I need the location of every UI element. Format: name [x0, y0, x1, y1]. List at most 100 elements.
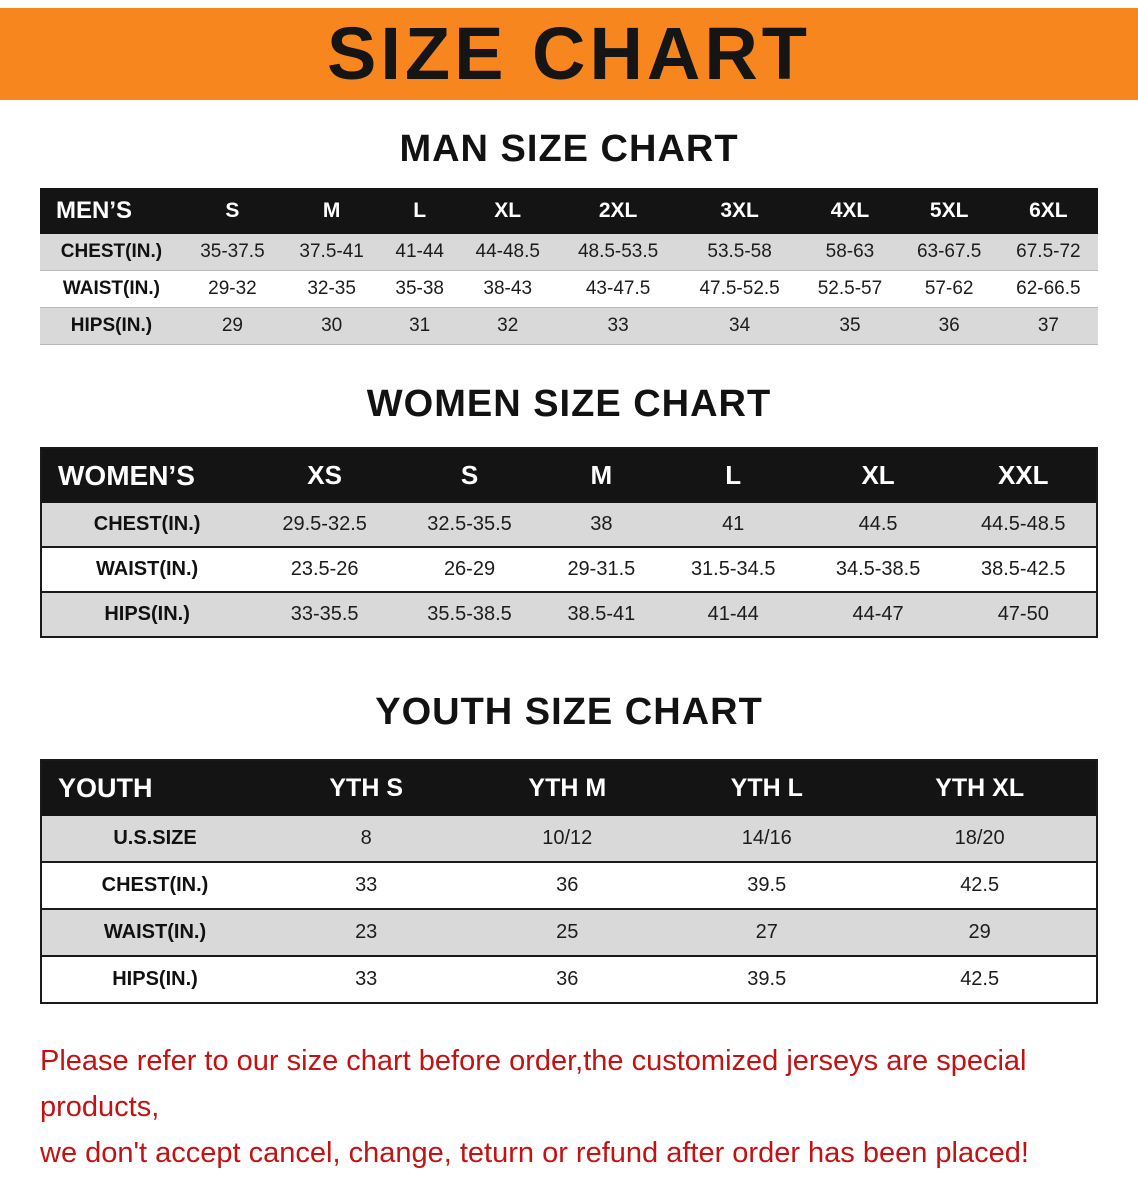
women-size-table: WOMEN’S XS S M L XL XXL CHEST(IN.) 29.5-32.5 32.5…	[40, 446, 1098, 638]
table-title-cell: MEN’S	[40, 187, 183, 234]
measurement-value: 35-38	[395, 277, 444, 299]
measurement-value: 32-35	[307, 277, 356, 299]
measurement-value: 44-47	[852, 602, 904, 625]
measurement-value: 53.5-58	[707, 240, 772, 262]
measurement-value: 33	[355, 967, 378, 990]
measurement-value: 63-67.5	[916, 240, 982, 262]
measurement-value: 25	[556, 920, 579, 943]
measurement-value: 41-44	[707, 602, 759, 625]
measurement-label: WAIST(IN.)	[103, 920, 207, 943]
header-row: MEN’S S M L XL 2XL 3XL 4XL 5XL 6XL	[40, 187, 1098, 234]
size-chart-page: SIZE CHART MAN SIZE CHART MEN’S S M L XL 2XL 3…	[0, 8, 1138, 1177]
size-column-header: YTH S	[268, 759, 465, 816]
size-column-header: XS	[252, 447, 398, 503]
table-title-cell: YOUTH	[41, 759, 269, 816]
measurement-value: 18/20	[954, 826, 1005, 849]
size-column-header: YTH M	[464, 759, 671, 816]
measurement-value: 34	[729, 314, 751, 336]
size-column-header: YTH L	[670, 759, 864, 816]
size-column-header: M	[541, 447, 661, 503]
measurement-value: 29-31.5	[567, 557, 636, 580]
measurement-value: 33-35.5	[290, 602, 359, 625]
measurement-value: 26-29	[443, 557, 496, 580]
measurement-label: CHEST(IN.)	[60, 240, 163, 262]
measurement-value: 38.5-42.5	[981, 557, 1066, 580]
measurement-label: CHEST(IN.)	[101, 873, 209, 896]
header-row: YOUTH YTH S YTH M YTH L YTH XL	[41, 759, 1097, 816]
measurement-row: CHEST(IN.) 33 36 39.5 42.5	[41, 861, 1097, 909]
measurement-value: 32.5-35.5	[427, 512, 512, 535]
measurement-value: 35-37.5	[200, 240, 265, 262]
size-column-header: S	[397, 447, 542, 503]
measurement-value: 37.5-41	[299, 240, 364, 262]
disclaimer-line-2: we don't accept cancel, change, teturn o…	[40, 1137, 1029, 1170]
size-column-header: S	[182, 187, 283, 234]
measurement-value: 37	[1037, 314, 1059, 336]
measurement-value: 43-47.5	[585, 277, 651, 299]
measurement-row: CHEST(IN.) 29.5-32.5 32.5-35.5 38 41 44.5 44.5…	[41, 502, 1097, 547]
measurement-value: 8	[360, 826, 372, 849]
measurement-value: 41	[722, 512, 745, 535]
size-column-header: L	[381, 187, 459, 234]
charts-container: MAN SIZE CHART MEN’S S M L XL 2XL 3XL 4XL 5XL 6XL…	[0, 128, 1138, 1004]
youth-section-heading: YOUTH SIZE CHART	[375, 690, 763, 733]
measurement-label: U.S.SIZE	[113, 826, 197, 849]
measurement-value: 23	[355, 920, 378, 943]
measurement-row: CHEST(IN.) 35-37.5 37.5-41 41-44 44-48.5 48.5…	[40, 233, 1098, 271]
measurement-value: 38	[590, 512, 613, 535]
measurement-value: 31	[409, 314, 431, 336]
banner: SIZE CHART	[0, 8, 1138, 100]
measurement-value: 36	[556, 873, 579, 896]
measurement-row: WAIST(IN.) 23.5-26 26-29 29-31.5 31.5-34.5 34…	[41, 546, 1097, 592]
disclaimer-line-1: Please refer to our size chart before or…	[40, 1044, 1027, 1124]
measurement-value: 57-62	[924, 277, 974, 299]
measurement-value: 44-48.5	[475, 240, 540, 262]
measurement-value: 47-50	[997, 602, 1049, 625]
measurement-label: WAIST(IN.)	[62, 277, 160, 299]
size-column-header: M	[282, 187, 382, 234]
measurement-value: 44.5-48.5	[981, 512, 1066, 535]
measurement-row: WAIST(IN.) 23 25 27 29	[41, 908, 1097, 956]
measurement-value: 67.5-72	[1016, 240, 1081, 262]
measurement-value: 29	[968, 920, 991, 943]
size-column-header: 3XL	[678, 187, 801, 234]
women-size-section: WOMEN SIZE CHART WOMEN’S XS S M L XL XXL CHEST(…	[0, 382, 1138, 638]
men-size-section: MAN SIZE CHART MEN’S S M L XL 2XL 3XL 4XL 5XL 6XL…	[0, 128, 1138, 345]
measurement-label: HIPS(IN.)	[104, 602, 190, 625]
size-column-header: XXL	[950, 447, 1097, 503]
header-row: WOMEN’S XS S M L XL XXL	[41, 447, 1097, 503]
measurement-row: WAIST(IN.) 29-32 32-35 35-38 38-43 43-47.5 47.…	[40, 270, 1098, 308]
measurement-value: 36	[556, 967, 579, 990]
measurement-value: 29-32	[208, 277, 257, 299]
table-title-cell: WOMEN’S	[41, 447, 253, 503]
measurement-row: U.S.SIZE 8 10/12 14/16 18/20	[41, 815, 1097, 862]
measurement-value: 32	[497, 314, 519, 336]
measurement-value: 31.5-34.5	[690, 557, 776, 580]
measurement-value: 33	[607, 314, 629, 336]
measurement-label: HIPS(IN.)	[112, 967, 198, 990]
measurement-value: 38-43	[483, 277, 533, 299]
measurement-value: 30	[321, 314, 343, 336]
youth-size-section: YOUTH SIZE CHART YOUTH YTH S YTH M YTH L YTH…	[0, 690, 1138, 1004]
page-title: SIZE CHART	[327, 12, 811, 95]
measurement-value: 42.5	[960, 967, 1000, 990]
size-column-header: XL	[458, 187, 558, 234]
measurement-value: 33	[355, 873, 378, 896]
measurement-value: 39.5	[747, 967, 787, 990]
measurement-value: 62-66.5	[1016, 277, 1081, 299]
measurement-label: WAIST(IN.)	[95, 557, 199, 580]
measurement-row: HIPS(IN.) 29 30 31 32 33 34 35 36 37	[40, 307, 1098, 345]
men-section-heading: MAN SIZE CHART	[399, 128, 739, 170]
measurement-value: 58-63	[825, 240, 875, 262]
measurement-value: 36	[938, 314, 960, 336]
measurement-value: 29.5-32.5	[282, 512, 367, 535]
measurement-row: HIPS(IN.) 33 36 39.5 42.5	[41, 955, 1097, 1003]
size-column-header: 2XL	[557, 187, 679, 234]
measurement-row: HIPS(IN.) 33-35.5 35.5-38.5 38.5-41 41-44 44-…	[41, 591, 1097, 637]
women-section-heading: WOMEN SIZE CHART	[366, 382, 772, 425]
youth-size-table: YOUTH YTH S YTH M YTH L YTH XL U.S.SIZE 8 10/12…	[40, 758, 1098, 1004]
size-column-header: 5XL	[899, 187, 999, 234]
measurement-value: 14/16	[741, 826, 792, 849]
measurement-value: 48.5-53.5	[577, 240, 659, 262]
measurement-value: 39.5	[747, 873, 787, 896]
